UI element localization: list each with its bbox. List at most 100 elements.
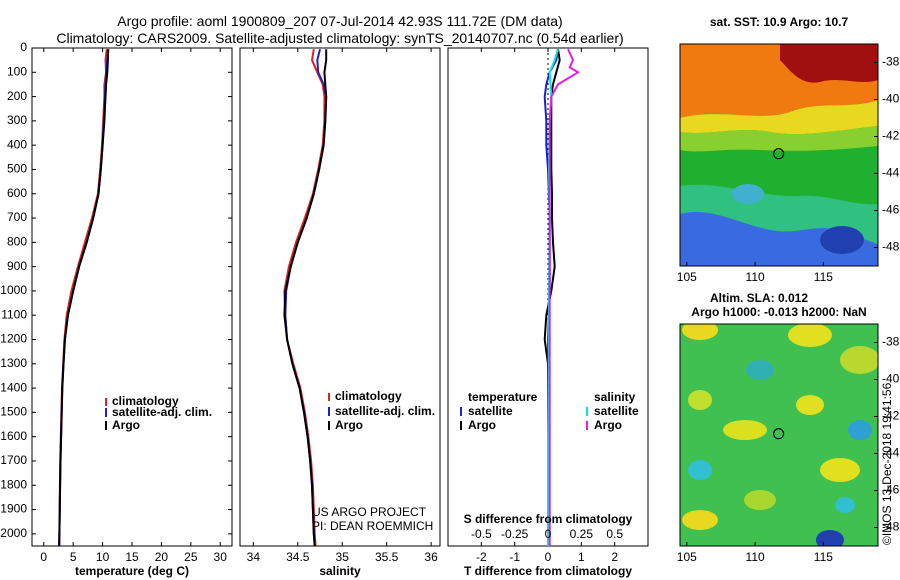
x-tick-label: 5 — [70, 550, 77, 564]
y-tick-label: 1300 — [0, 356, 27, 370]
x-tick-label: 34.5 — [286, 550, 310, 564]
y-tick-label: 2000 — [0, 526, 27, 540]
project-annotation: US ARGO PROJECT — [312, 505, 427, 519]
x-tick-label: 0 — [40, 550, 47, 564]
legend-s-satellite: satellite — [594, 404, 639, 418]
legend-argo: Argo — [112, 418, 140, 432]
map-x-tick-label: 105 — [677, 550, 697, 564]
y-tick-label: 700 — [7, 210, 27, 224]
x-tick-label: 35.5 — [375, 550, 399, 564]
s-diff-tick-label: 0.25 — [570, 527, 594, 541]
y-tick-label: 1600 — [0, 429, 27, 443]
legend-salinity-header: salinity — [594, 390, 636, 404]
pi-annotation: PI: DEAN ROEMMICH — [312, 519, 433, 533]
x-tick-label: 30 — [214, 550, 228, 564]
x-tick-label: 15 — [125, 550, 139, 564]
x-tick-label: 25 — [184, 550, 198, 564]
sst-map: sat. SST: 10.9 Argo: 10.7 105 110 115 -38 -4… — [677, 15, 900, 284]
x-tick-label: 1 — [578, 550, 585, 564]
map-y-tick-label: -42 — [882, 129, 900, 143]
map-y-tick-label: -42 — [882, 409, 900, 423]
difference-legend: temperature satellite Argo salinity sate… — [460, 390, 639, 432]
s-diff-xlabel: S difference from climatology — [464, 512, 633, 526]
map-y-tick-label: -44 — [882, 446, 900, 460]
map-x-tick-label: 115 — [814, 270, 833, 284]
map-y-tick-label: -40 — [882, 92, 900, 106]
temperature-legend: climatology satellite-adj. clim. Argo — [105, 394, 212, 432]
x-tick-label: 20 — [155, 550, 169, 564]
legend-t-argo: Argo — [468, 418, 496, 432]
s-diff-tick-label: 0.5 — [606, 527, 623, 541]
argo-location-marker — [772, 428, 785, 440]
y-tick-label: 900 — [7, 259, 27, 273]
x-tick-label: 0 — [545, 550, 552, 564]
map-y-tick-label: -48 — [882, 520, 900, 534]
figure-title-line2: Climatology: CARS2009. Satellite-adjuste… — [56, 30, 623, 46]
sla-heatmap-field — [680, 324, 878, 546]
y-tick-label: 300 — [7, 113, 27, 127]
sla-map-title-line1: Altim. SLA: 0.012 — [710, 291, 808, 305]
y-tick-label: 1700 — [0, 453, 27, 467]
y-tick-label: 200 — [7, 89, 27, 103]
series-line-argo — [58, 49, 109, 547]
series-line-argo — [283, 49, 328, 547]
map-x-tick-label: 115 — [814, 550, 833, 564]
map-x-tick-label: 110 — [746, 270, 765, 284]
temperature-xlabel: temperature (deg C) — [75, 564, 189, 578]
y-tick-label: 1000 — [0, 283, 27, 297]
y-tick-label: 1200 — [0, 332, 27, 346]
s-diff-tick-label: 0 — [545, 527, 552, 541]
temperature-panel: 0100200300400500600700800900100011001200… — [0, 40, 648, 578]
x-tick-label: -2 — [476, 550, 487, 564]
legend-climatology: climatology — [112, 394, 179, 408]
map-y-tick-label: -46 — [882, 483, 900, 497]
x-tick-label: 34 — [247, 550, 261, 564]
y-tick-label: 400 — [7, 137, 27, 151]
y-tick-label: 1800 — [0, 477, 27, 491]
s-diff-tick-label: -0.5 — [471, 527, 492, 541]
legend-temperature-header: temperature — [468, 390, 538, 404]
x-tick-label: 10 — [96, 550, 110, 564]
y-tick-label: 800 — [7, 235, 27, 249]
legend-s-argo: Argo — [594, 418, 622, 432]
sla-map-title-line2: Argo h1000: -0.013 h2000: NaN — [691, 305, 866, 319]
map-y-tick-label: -38 — [882, 55, 900, 69]
x-tick-label: 35 — [336, 550, 350, 564]
y-tick-label: 100 — [7, 64, 27, 78]
s-diff-tick-label: -0.25 — [501, 527, 529, 541]
salinity-legend: climatology satellite-adj. clim. Argo — [328, 389, 435, 432]
x-tick-label: 2 — [611, 550, 618, 564]
salinity-panel: 34 34.5 35 35.5 36 salinity climatology sate… — [239, 47, 441, 578]
y-tick-label: 1100 — [1, 307, 27, 321]
y-tick-label: 0 — [20, 40, 27, 54]
y-tick-label: 1500 — [0, 405, 27, 419]
legend-satellite: satellite-adj. clim. — [112, 405, 212, 419]
sla-map: Altim. SLA: 0.012 Argo h1000: -0.013 h20… — [677, 291, 900, 564]
salinity-xlabel: salinity — [319, 564, 361, 578]
map-y-tick-label: -44 — [882, 166, 900, 180]
argo-location-marker — [772, 148, 785, 160]
y-tick-label: 1400 — [0, 380, 27, 394]
sst-heatmap-field — [680, 44, 878, 266]
map-x-tick-label: 110 — [746, 550, 765, 564]
difference-panel: -2 -1 0 1 2 S difference from climatology -0… — [447, 47, 649, 578]
t-diff-xlabel: T difference from climatology — [464, 564, 632, 578]
legend-t-satellite: satellite — [468, 404, 513, 418]
map-y-tick-label: -38 — [882, 335, 900, 349]
y-tick-label: 1900 — [0, 502, 27, 516]
map-x-tick-label: 105 — [677, 270, 697, 284]
map-y-tick-label: -46 — [882, 203, 900, 217]
legend-climatology: climatology — [335, 389, 402, 403]
imos-credit: ©IMOS 13-Dec-2018 19:41:56 — [880, 382, 894, 545]
map-y-tick-label: -40 — [882, 372, 900, 386]
sst-map-title: sat. SST: 10.9 Argo: 10.7 — [710, 15, 849, 29]
y-tick-label: 500 — [7, 162, 27, 176]
x-tick-label: -1 — [509, 550, 520, 564]
series-line-s-argo — [548, 48, 580, 546]
y-tick-label: 600 — [7, 186, 27, 200]
legend-satellite: satellite-adj. clim. — [335, 404, 435, 418]
map-y-tick-label: -48 — [882, 240, 900, 254]
figure-title-line1: Argo profile: aoml 1900809_207 07-Jul-20… — [117, 13, 562, 29]
legend-argo: Argo — [335, 418, 363, 432]
